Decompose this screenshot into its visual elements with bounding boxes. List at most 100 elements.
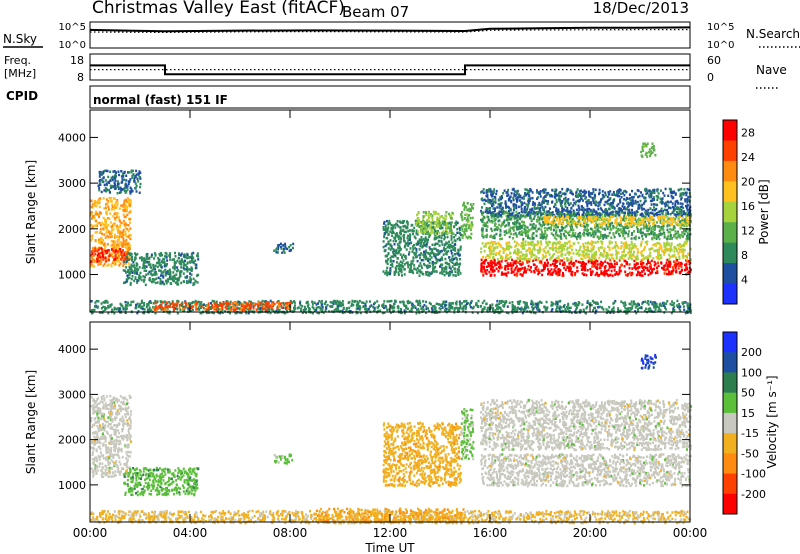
power-echo-cell (196, 274, 198, 277)
power-echo-cell (642, 254, 645, 257)
power-echo-cell (139, 171, 142, 174)
power-echo-cell (683, 232, 686, 236)
power-echo-cell (120, 303, 123, 307)
power-echo-cell (439, 226, 442, 230)
power-echo-cell (422, 308, 425, 312)
power-echo-cell (329, 300, 332, 304)
power-echo-cell (411, 250, 414, 253)
power-echo-cell (98, 215, 100, 219)
power-echo-cell (587, 260, 590, 264)
power-echo-cell (105, 203, 107, 206)
power-echo-cell (518, 307, 521, 311)
power-echo-cell (348, 306, 351, 310)
power-echo-cell (232, 308, 235, 312)
power-echo-cell (134, 277, 137, 280)
power-echo-cell (357, 304, 360, 307)
power-echo-cell (653, 260, 656, 264)
power-echo-cell (567, 258, 570, 261)
power-echo-cell (440, 236, 443, 240)
power-echo-cell (125, 174, 128, 177)
power-echo-cell (453, 253, 456, 256)
power-echo-cell (503, 212, 506, 215)
power-echo-cell (544, 308, 547, 312)
power-echo-cell (180, 252, 183, 255)
power-echo-cell (528, 260, 531, 263)
power-echo-cell (385, 306, 388, 309)
power-echo-cell (441, 263, 444, 266)
power-echo-cell (95, 204, 98, 208)
power-echo-cell (224, 306, 227, 309)
power-echo-cell (307, 305, 309, 308)
power-echo-cell (679, 309, 682, 312)
power-echo-cell (481, 220, 484, 224)
power-echo-cell (130, 169, 133, 172)
power-echo-cell (400, 270, 403, 274)
power-echo-cell (534, 258, 537, 262)
power-echo-cell (315, 306, 318, 310)
power-echo-cell (465, 229, 468, 232)
power-echo-cell (402, 302, 405, 305)
power-echo-cell (135, 169, 138, 173)
power-echo-cell (537, 251, 540, 255)
power-echo-cell (618, 234, 621, 238)
power-echo-cell (337, 305, 340, 308)
power-echo-cell (590, 261, 593, 265)
power-echo-cell (471, 216, 474, 220)
power-echo-cell (114, 246, 117, 249)
power-echo-cell (104, 236, 107, 239)
power-echo-cell (429, 225, 431, 228)
power-echo-cell (171, 300, 174, 303)
power-echo-cell (145, 265, 148, 268)
power-echo-cell (654, 303, 657, 306)
power-echo-cell (165, 282, 168, 285)
power-echo-cell (436, 229, 439, 233)
power-echo-cell (400, 311, 403, 314)
power-echo-cell (431, 214, 434, 217)
power-echo-cell (277, 301, 280, 305)
power-echo-cell (536, 220, 539, 223)
power-echo-cell (192, 283, 195, 287)
power-echo-cell (653, 305, 656, 308)
power-echo-cell (639, 251, 642, 254)
power-echo-cell (190, 266, 193, 269)
power-echo-cell (655, 255, 658, 259)
power-echo-cell (315, 308, 318, 312)
power-echo-cell (430, 248, 433, 251)
power-echo-cell (102, 227, 105, 230)
power-echo-cell (451, 245, 453, 249)
power-echo-cell (629, 256, 632, 259)
power-echo-cell (423, 262, 425, 266)
power-echo-cell (450, 230, 453, 234)
power-echo-cell (270, 307, 273, 310)
power-echo-cell (530, 243, 533, 247)
power-echo-cell (161, 253, 163, 257)
power-echo-cell (592, 245, 595, 248)
power-echo-cell (263, 303, 266, 307)
power-echo-cell (580, 264, 583, 268)
power-echo-cell (97, 263, 100, 266)
power-echo-cell (385, 219, 388, 223)
power-echo-cell (117, 185, 120, 188)
power-echo-cell (124, 252, 127, 256)
power-echo-cell (442, 302, 445, 305)
power-echo-cell (663, 301, 665, 305)
power-echo-cell (549, 273, 552, 276)
power-echo-cell (143, 304, 146, 307)
power-echo-cell (465, 303, 467, 307)
power-echo-cell (628, 263, 631, 266)
power-echo-cell (115, 206, 118, 210)
power-echo-cell (124, 242, 127, 246)
power-echo-cell (416, 267, 419, 270)
power-echo-cell (399, 231, 401, 235)
power-echo-cell (399, 240, 402, 243)
power-echo-cell (445, 211, 448, 214)
power-echo-cell (532, 259, 535, 263)
power-echo-cell (595, 272, 598, 275)
power-echo-cell (268, 304, 271, 307)
power-echo-cell (138, 175, 141, 179)
power-echo-cell (172, 304, 175, 307)
power-echo-cell (466, 208, 469, 212)
power-echo-cell (389, 269, 392, 272)
power-echo-cell (610, 269, 613, 273)
power-echo-cell (403, 245, 406, 249)
